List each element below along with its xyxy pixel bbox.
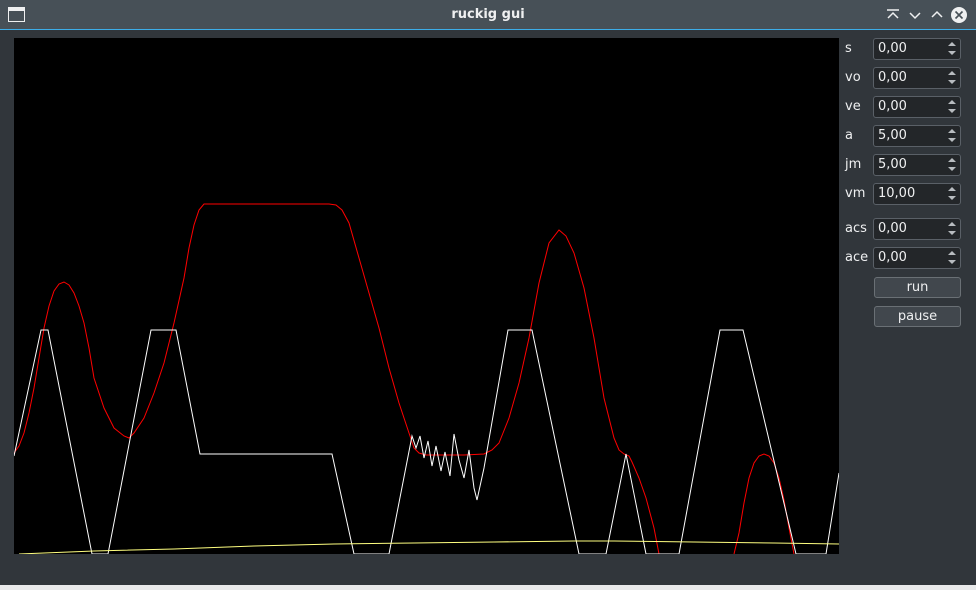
a-decrement-icon[interactable] xyxy=(946,136,958,145)
s-spinbox[interactable]: 0,00 xyxy=(873,38,961,60)
minimize-icon xyxy=(909,12,921,20)
jm-increment-icon[interactable] xyxy=(946,156,958,165)
param-label-ace: ace xyxy=(845,250,869,265)
ace-decrement-icon[interactable] xyxy=(946,258,958,267)
keep-above-button[interactable] xyxy=(884,6,902,24)
vm-decrement-icon[interactable] xyxy=(946,194,958,203)
keep-above-icon xyxy=(887,9,899,19)
ve-decrement-icon[interactable] xyxy=(946,107,958,116)
ace-spinbox[interactable]: 0,00 xyxy=(873,247,961,269)
vm-increment-icon[interactable] xyxy=(946,185,958,194)
acs-increment-icon[interactable] xyxy=(946,220,958,229)
vo-value[interactable]: 0,00 xyxy=(878,70,907,85)
position-curve xyxy=(18,540,839,554)
param-label-s: s xyxy=(845,41,852,56)
close-button[interactable] xyxy=(950,6,968,24)
minimize-button[interactable] xyxy=(906,6,924,24)
ace-value[interactable]: 0,00 xyxy=(878,250,907,265)
ve-increment-icon[interactable] xyxy=(946,98,958,107)
pause-button[interactable]: pause xyxy=(874,306,961,327)
title-bar[interactable]: ruckig gui xyxy=(0,0,976,30)
jm-value[interactable]: 5,00 xyxy=(878,157,907,172)
jm-spinbox[interactable]: 5,00 xyxy=(873,154,961,176)
param-label-vo: vo xyxy=(845,70,861,85)
plot-canvas xyxy=(14,203,839,554)
vm-spinbox[interactable]: 10,00 xyxy=(873,183,961,205)
window-title: ruckig gui xyxy=(451,7,525,22)
motion-plot xyxy=(14,38,839,554)
window-menu-icon[interactable] xyxy=(8,7,25,22)
param-label-acs: acs xyxy=(845,221,867,236)
jm-decrement-icon[interactable] xyxy=(946,165,958,174)
vm-value[interactable]: 10,00 xyxy=(878,186,916,201)
vo-decrement-icon[interactable] xyxy=(946,78,958,87)
velocity-curve-end xyxy=(733,453,795,554)
a-increment-icon[interactable] xyxy=(946,127,958,136)
param-label-jm: jm xyxy=(845,157,862,172)
ace-increment-icon[interactable] xyxy=(946,249,958,258)
close-icon xyxy=(951,7,967,23)
velocity-curve xyxy=(14,203,660,554)
acs-value[interactable]: 0,00 xyxy=(878,221,907,236)
ve-spinbox[interactable]: 0,00 xyxy=(873,96,961,118)
s-increment-icon[interactable] xyxy=(946,40,958,49)
acs-decrement-icon[interactable] xyxy=(946,229,958,238)
s-value[interactable]: 0,00 xyxy=(878,41,907,56)
s-decrement-icon[interactable] xyxy=(946,49,958,58)
a-spinbox[interactable]: 5,00 xyxy=(873,125,961,147)
ve-value[interactable]: 0,00 xyxy=(878,99,907,114)
acceleration-curve xyxy=(14,329,839,554)
a-value[interactable]: 5,00 xyxy=(878,128,907,143)
window-bottom-edge xyxy=(0,585,976,590)
run-button[interactable]: run xyxy=(874,277,961,298)
maximize-button[interactable] xyxy=(928,6,946,24)
param-label-a: a xyxy=(845,128,853,143)
acs-spinbox[interactable]: 0,00 xyxy=(873,218,961,240)
param-label-ve: ve xyxy=(845,99,861,114)
maximize-icon xyxy=(931,10,943,18)
vo-increment-icon[interactable] xyxy=(946,69,958,78)
vo-spinbox[interactable]: 0,00 xyxy=(873,67,961,89)
param-label-vm: vm xyxy=(845,186,866,201)
